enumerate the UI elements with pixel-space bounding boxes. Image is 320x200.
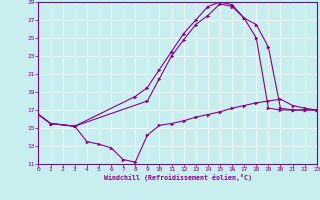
X-axis label: Windchill (Refroidissement éolien,°C): Windchill (Refroidissement éolien,°C) — [104, 174, 252, 181]
